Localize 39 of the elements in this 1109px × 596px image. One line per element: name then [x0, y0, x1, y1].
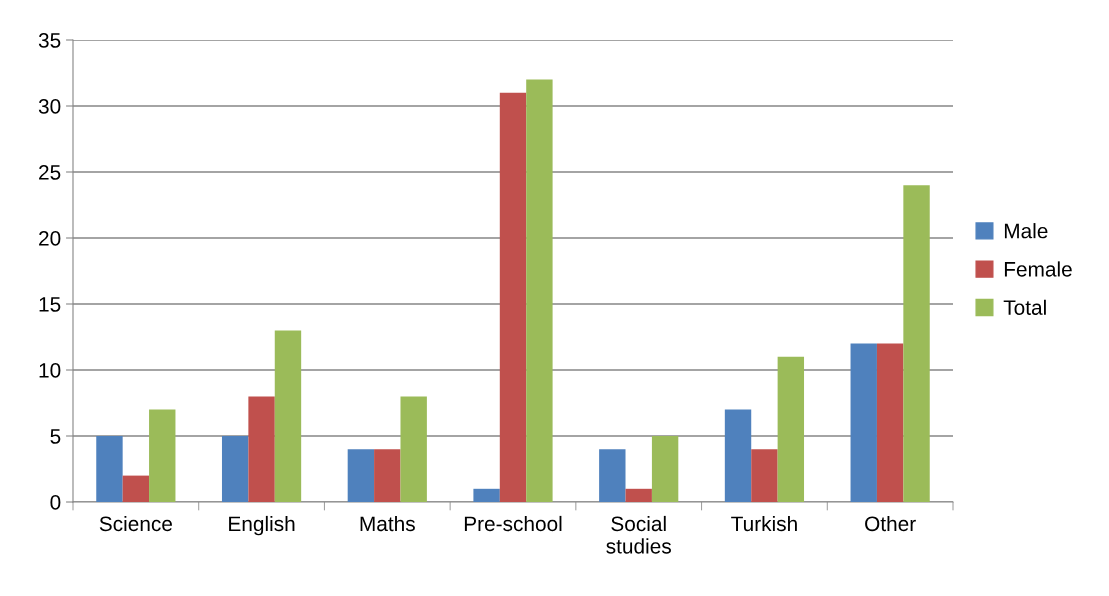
- y-tick-label: 0: [50, 495, 61, 510]
- bar: [777, 356, 805, 502]
- bar: [473, 488, 500, 502]
- bar: [724, 409, 752, 502]
- bar: [625, 488, 652, 502]
- bar: [903, 185, 930, 502]
- x-tick-label: Turkish: [731, 515, 797, 532]
- y-tick-label: 35: [38, 33, 61, 48]
- y-tick-label: 30: [38, 99, 61, 114]
- bar: [651, 436, 679, 502]
- bar: [274, 330, 302, 502]
- bar: [347, 449, 375, 502]
- bar: [374, 449, 401, 502]
- x-tick-label: Maths: [360, 515, 415, 532]
- bar: [248, 396, 275, 502]
- bar: [122, 475, 150, 502]
- x-tick-label: Pre-school: [464, 515, 562, 532]
- bar: [149, 409, 176, 502]
- bar: [400, 396, 427, 502]
- y-tick-label: 20: [39, 231, 61, 246]
- legend-label: Male: [1004, 223, 1048, 239]
- legend-label: Female: [1004, 261, 1072, 277]
- x-tick-label: Science: [99, 515, 172, 532]
- bar: [751, 449, 778, 502]
- bar: [876, 343, 904, 502]
- y-tick-label: 15: [39, 297, 61, 312]
- legend-label: Total: [1003, 299, 1046, 315]
- bar: [850, 343, 877, 502]
- bar: [221, 436, 249, 502]
- y-tick-label: 10: [39, 363, 61, 378]
- x-tick-label: Social studies: [606, 515, 671, 554]
- y-tick-label: 5: [50, 429, 61, 444]
- x-tick-label: Other: [865, 515, 916, 532]
- bar: [96, 436, 123, 502]
- bar: [599, 449, 626, 502]
- bar: [526, 79, 553, 502]
- y-tick-label: 25: [39, 165, 61, 180]
- x-tick-label: English: [229, 515, 295, 536]
- bar: [499, 92, 527, 502]
